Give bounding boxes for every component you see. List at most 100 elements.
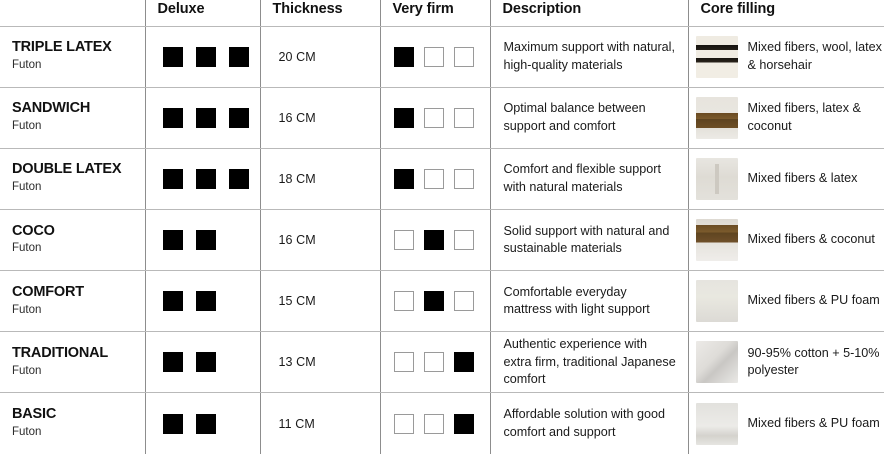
core-filling-text: 90-95% cotton + 5-10% polyester [747, 345, 880, 378]
very-firm-group [382, 229, 489, 250]
very-firm-square-empty [453, 46, 474, 67]
very-firm-square-empty [423, 107, 444, 128]
product-name: SANDWICH [12, 100, 91, 117]
description-cell: Comfort and flexible support with natura… [489, 148, 688, 210]
product-cell: COCO Futon [0, 209, 145, 272]
very-firm-square-empty [393, 229, 414, 250]
description-text: Optimal balance between support and comf… [503, 101, 646, 133]
core-filling-swatch-image [695, 218, 738, 261]
core-filling-cell: Mixed fibers & PU foam [687, 392, 884, 454]
description-text: Comfortable everyday mattress with light… [503, 284, 650, 317]
thickness-value: 16 CM [278, 110, 316, 125]
very-firm-square-filled [393, 46, 414, 67]
very-firm-square-empty [453, 168, 474, 189]
column-header-deluxe: Deluxe [144, 0, 260, 27]
very-firm-square-filled [453, 352, 474, 373]
table-row: COMFORT Futon 15 CM Comfortable everyday ma… [0, 270, 884, 333]
core-filling-group: Mixed fibers & PU foam [690, 402, 884, 445]
very-firm-square-filled [393, 168, 414, 189]
very-firm-square-filled [393, 107, 414, 128]
thickness-value: 20 CM [278, 49, 316, 64]
deluxe-rating-cell [144, 148, 260, 210]
table-header: Deluxe Thickness Very firm Description C… [0, 0, 884, 27]
thickness-cell: 18 CM [259, 148, 380, 210]
table-row: SANDWICH Futon 16 CM Optimal balance betwee… [0, 87, 884, 149]
product-cell: COMFORT Futon [0, 270, 145, 333]
core-filling-swatch-image [695, 35, 738, 78]
very-firm-group [382, 352, 489, 373]
description-text: Affordable solution with good comfort an… [503, 407, 666, 439]
deluxe-rating-square-filled [195, 229, 216, 250]
core-filling-cell: Mixed fibers, wool, latex & horsehair [687, 26, 884, 88]
core-filling-group: 90-95% cotton + 5-10% polyester [690, 341, 884, 384]
very-firm-square-filled [423, 291, 444, 312]
core-filling-group: Mixed fibers & latex [690, 157, 884, 200]
thickness-cell: 16 CM [259, 87, 380, 149]
deluxe-rating-square-filled [162, 291, 183, 312]
deluxe-rating-square-filled [195, 168, 216, 189]
thickness-value: 16 CM [278, 232, 316, 247]
core-filling-text: Mixed fibers, latex & coconut [747, 101, 861, 133]
core-filling-group: Mixed fibers, latex & coconut [690, 96, 884, 139]
very-firm-square-empty [453, 291, 474, 312]
description-cell: Solid support with natural and sustainab… [489, 209, 688, 272]
description-text: Authentic experience with extra firm, tr… [503, 337, 676, 386]
very-firm-cell [379, 26, 490, 88]
very-firm-square-filled [423, 229, 444, 250]
column-header-description: Description [489, 0, 688, 27]
description-text: Solid support with natural and sustainab… [503, 223, 670, 255]
very-firm-square-empty [393, 352, 414, 373]
very-firm-cell [379, 270, 490, 333]
thickness-value: 11 CM [278, 416, 315, 431]
product-cell: BASIC Futon [0, 392, 145, 454]
deluxe-rating-group [147, 413, 259, 434]
product-name: BASIC [12, 406, 57, 423]
description-cell: Maximum support with natural, high-quali… [489, 26, 688, 88]
core-filling-swatch-image [695, 96, 738, 139]
deluxe-rating-cell [144, 87, 260, 149]
deluxe-rating-square-filled [228, 107, 249, 128]
core-filling-text: Mixed fibers & PU foam [747, 415, 880, 430]
very-firm-square-empty [423, 168, 444, 189]
very-firm-square-empty [423, 46, 444, 67]
deluxe-rating-square-filled [228, 168, 249, 189]
thickness-cell: 20 CM [259, 26, 380, 88]
product-name: TRADITIONAL [12, 344, 109, 361]
product-cell: SANDWICH Futon [0, 87, 145, 149]
very-firm-square-empty [393, 413, 414, 434]
deluxe-rating-cell [144, 392, 260, 454]
very-firm-cell [379, 331, 490, 394]
column-header-core-filling: Core filling [687, 0, 884, 27]
product-subtitle: Futon [12, 303, 42, 316]
very-firm-cell [379, 148, 490, 210]
product-name: COMFORT [12, 283, 84, 300]
deluxe-rating-square-filled [162, 168, 183, 189]
deluxe-rating-square-filled [228, 46, 249, 67]
core-filling-cell: Mixed fibers & coconut [687, 209, 884, 272]
thickness-value: 13 CM [278, 355, 316, 370]
core-filling-cell: Mixed fibers & latex [687, 148, 884, 210]
thickness-cell: 16 CM [259, 209, 380, 272]
table-body: TRIPLE LATEX Futon 20 CM Maximum support wi… [0, 26, 884, 454]
core-filling-swatch-image [695, 402, 738, 445]
deluxe-rating-cell [144, 26, 260, 88]
thickness-value: 15 CM [278, 294, 316, 309]
very-firm-group [382, 168, 489, 189]
deluxe-rating-square-filled [162, 352, 183, 373]
table-row: TRIPLE LATEX Futon 20 CM Maximum support wi… [0, 26, 884, 88]
very-firm-square-empty [423, 352, 444, 373]
deluxe-rating-square-filled [195, 107, 216, 128]
deluxe-rating-group [147, 107, 259, 128]
product-name: DOUBLE LATEX [12, 161, 122, 178]
core-filling-cell: Mixed fibers, latex & coconut [687, 87, 884, 149]
deluxe-rating-group [147, 168, 259, 189]
core-filling-group: Mixed fibers, wool, latex & horsehair [690, 35, 884, 78]
thickness-cell: 11 CM [259, 392, 380, 454]
deluxe-rating-square-filled [195, 352, 216, 373]
column-header-product [0, 0, 145, 27]
product-name: COCO [12, 222, 55, 239]
deluxe-rating-group [147, 229, 259, 250]
deluxe-rating-square-filled [195, 413, 216, 434]
core-filling-group: Mixed fibers & PU foam [690, 280, 884, 323]
